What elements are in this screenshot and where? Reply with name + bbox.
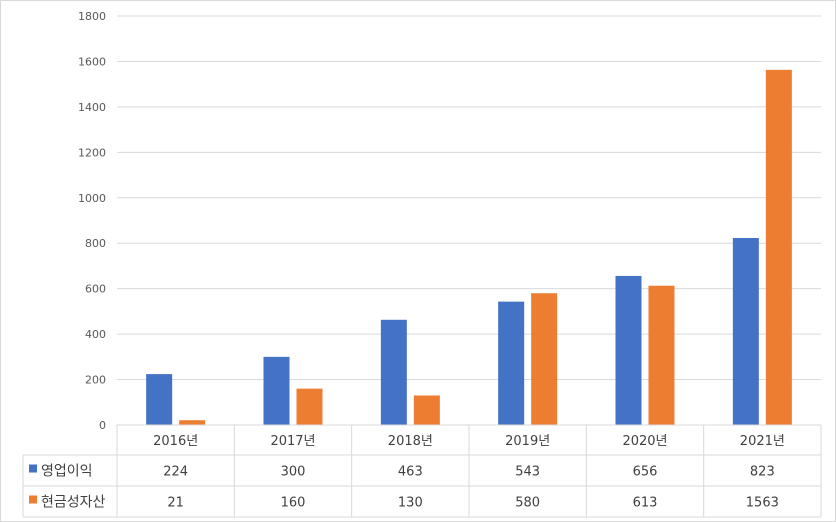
x-tick-label: 2017년 — [270, 434, 315, 449]
x-tick-label: 2018년 — [388, 434, 433, 449]
data-label: 21 — [167, 496, 184, 511]
y-tick-label: 0 — [99, 419, 106, 432]
bar-series2 — [531, 293, 558, 425]
data-label: 580 — [515, 496, 540, 511]
bar-series1 — [615, 275, 642, 425]
bar-series2 — [648, 285, 675, 425]
data-label: 823 — [750, 465, 775, 480]
bar-series2 — [179, 420, 206, 425]
x-tick-label: 2019년 — [505, 434, 550, 449]
y-tick-label: 600 — [85, 283, 106, 296]
x-tick-label: 2020년 — [622, 434, 667, 449]
y-tick-label: 1200 — [78, 146, 106, 159]
data-label: 613 — [633, 496, 658, 511]
x-tick-label: 2016년 — [153, 434, 198, 449]
y-tick-label: 200 — [85, 374, 106, 387]
y-tick-label: 400 — [85, 328, 106, 341]
bar-series1 — [498, 301, 525, 425]
bar-series2 — [413, 395, 440, 425]
data-label: 543 — [515, 465, 540, 480]
data-label: 130 — [398, 496, 423, 511]
legend-label: 영업이익 — [41, 464, 93, 480]
y-tick-label: 1600 — [78, 55, 106, 68]
data-label: 160 — [281, 496, 306, 511]
data-label: 463 — [398, 465, 423, 480]
bar-series1 — [732, 237, 759, 425]
x-tick-label: 2021년 — [740, 434, 785, 449]
legend-key — [29, 495, 37, 504]
legend-label: 현금성자산 — [41, 495, 106, 511]
y-tick-label: 1000 — [78, 192, 106, 205]
data-label: 656 — [633, 465, 658, 480]
bar-series2 — [765, 69, 792, 425]
data-label: 224 — [163, 465, 188, 480]
bar-series1 — [263, 356, 290, 425]
data-label: 1563 — [746, 496, 779, 511]
y-tick-label: 800 — [85, 237, 106, 250]
y-tick-label: 1800 — [78, 10, 106, 23]
legend-key — [29, 464, 37, 473]
y-tick-label: 1400 — [78, 101, 106, 114]
data-label: 300 — [281, 465, 306, 480]
bar-series1 — [146, 374, 173, 425]
bar-series1 — [380, 319, 407, 425]
bar-series2 — [296, 388, 323, 425]
